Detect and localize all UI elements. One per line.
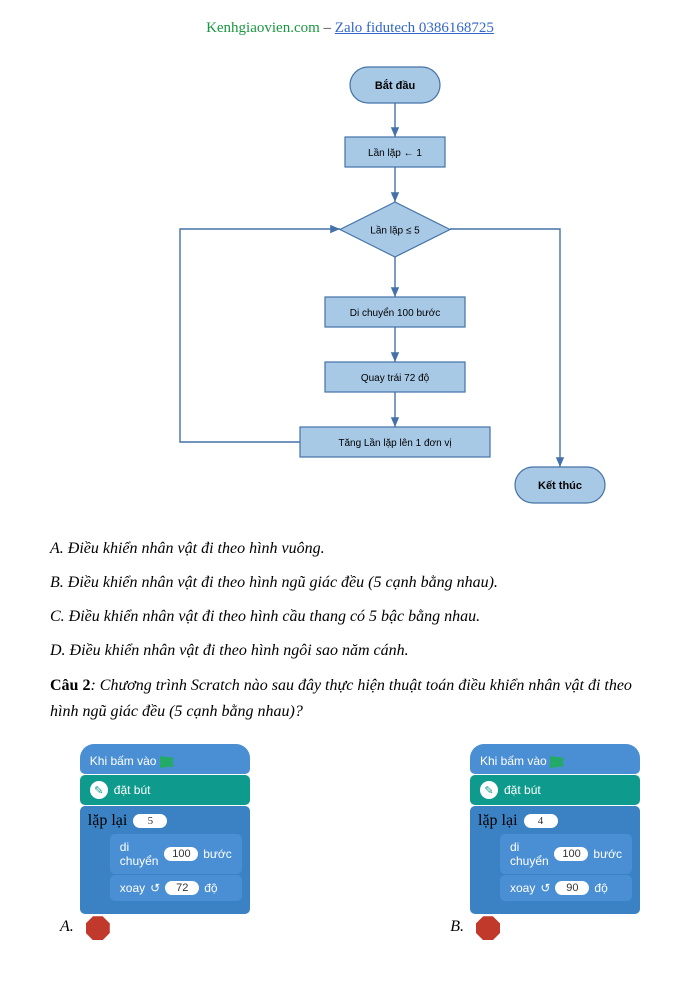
svg-text:Quay trái 72 độ: Quay trái 72 độ — [361, 373, 430, 384]
header-link[interactable]: Zalo fidutech 0386168725 — [335, 20, 494, 36]
question-2: Câu 2: Chương trình Scratch nào sau đây … — [50, 673, 650, 724]
answer-options: A. Điều khiển nhân vật đi theo hình vuôn… — [50, 537, 650, 663]
move-steps: 100 — [554, 847, 588, 861]
stop-icon — [86, 916, 110, 940]
move-steps: 100 — [164, 847, 198, 861]
option-a: A. Điều khiển nhân vật đi theo hình vuôn… — [50, 537, 650, 561]
rotate-ccw-icon: ↺ — [540, 881, 550, 895]
turn-deg: 90 — [555, 881, 589, 895]
turn-block: xoay↺90độ — [500, 875, 632, 901]
q2-text: : Chương trình Scratch nào sau đây thực … — [50, 677, 632, 720]
svg-text:Bắt đầu: Bắt đầu — [375, 79, 415, 92]
pen-icon: ✎ — [480, 781, 498, 799]
flowchart-svg: Bắt đầu Lần lặp ← 1 Lần lặp ≤ 5 Di chuyển 1… — [70, 47, 630, 517]
svg-text:Kết thúc: Kết thúc — [538, 480, 582, 492]
scratch-options-row: A. Khi bấm vào ✎đặt bút lặp lại 5 di chu… — [50, 744, 650, 940]
scratch-stack-a: Khi bấm vào ✎đặt bút lặp lại 5 di chuyển… — [80, 744, 250, 940]
svg-text:Lần lặp ≤ 5: Lần lặp ≤ 5 — [370, 225, 420, 237]
pen-block: ✎đặt bút — [80, 775, 250, 805]
option-a-label: A. — [60, 918, 74, 936]
repeat-block: lặp lại 5 di chuyển100bước xoay↺72độ — [80, 806, 250, 914]
pen-icon: ✎ — [90, 781, 108, 799]
option-b-label: B. — [450, 918, 464, 936]
pen-block: ✎đặt bút — [470, 775, 640, 805]
svg-text:Tăng Lần lặp lên 1 đơn vị: Tăng Lần lặp lên 1 đơn vị — [338, 437, 451, 449]
option-b: B. Điều khiển nhân vật đi theo hình ngũ … — [50, 571, 650, 595]
move-block: di chuyển100bước — [110, 834, 242, 874]
repeat-block: lặp lại 4 di chuyển100bước xoay↺90độ — [470, 806, 640, 914]
page-header: Kenhgiaovien.com – Zalo fidutech 0386168… — [50, 20, 650, 37]
repeat-count: 5 — [133, 814, 167, 828]
move-block: di chuyển100bước — [500, 834, 632, 874]
hat-block: Khi bấm vào — [470, 744, 640, 774]
header-dash: – — [320, 20, 335, 36]
scratch-stack-b: Khi bấm vào ✎đặt bút lặp lại 4 di chuyển… — [470, 744, 640, 940]
hat-block: Khi bấm vào — [80, 744, 250, 774]
flowchart: Bắt đầu Lần lặp ← 1 Lần lặp ≤ 5 Di chuyển 1… — [50, 47, 650, 517]
stop-icon — [476, 916, 500, 940]
repeat-count: 4 — [524, 814, 558, 828]
turn-block: xoay↺72độ — [110, 875, 242, 901]
scratch-option-a: A. Khi bấm vào ✎đặt bút lặp lại 5 di chu… — [60, 744, 250, 940]
flag-icon — [550, 756, 564, 768]
scratch-option-b: B. Khi bấm vào ✎đặt bút lặp lại 4 di chu… — [450, 744, 640, 940]
header-site: Kenhgiaovien.com — [206, 20, 320, 36]
q2-label: Câu 2 — [50, 677, 90, 694]
svg-text:Di chuyển 100 bước: Di chuyển 100 bước — [350, 307, 441, 319]
svg-text:Lần lặp ← 1: Lần lặp ← 1 — [368, 147, 422, 159]
option-c: C. Điều khiển nhân vật đi theo hình cầu … — [50, 605, 650, 629]
option-d: D. Điều khiển nhân vật đi theo hình ngôi… — [50, 639, 650, 663]
rotate-ccw-icon: ↺ — [150, 881, 160, 895]
turn-deg: 72 — [165, 881, 199, 895]
flag-icon — [160, 756, 174, 768]
